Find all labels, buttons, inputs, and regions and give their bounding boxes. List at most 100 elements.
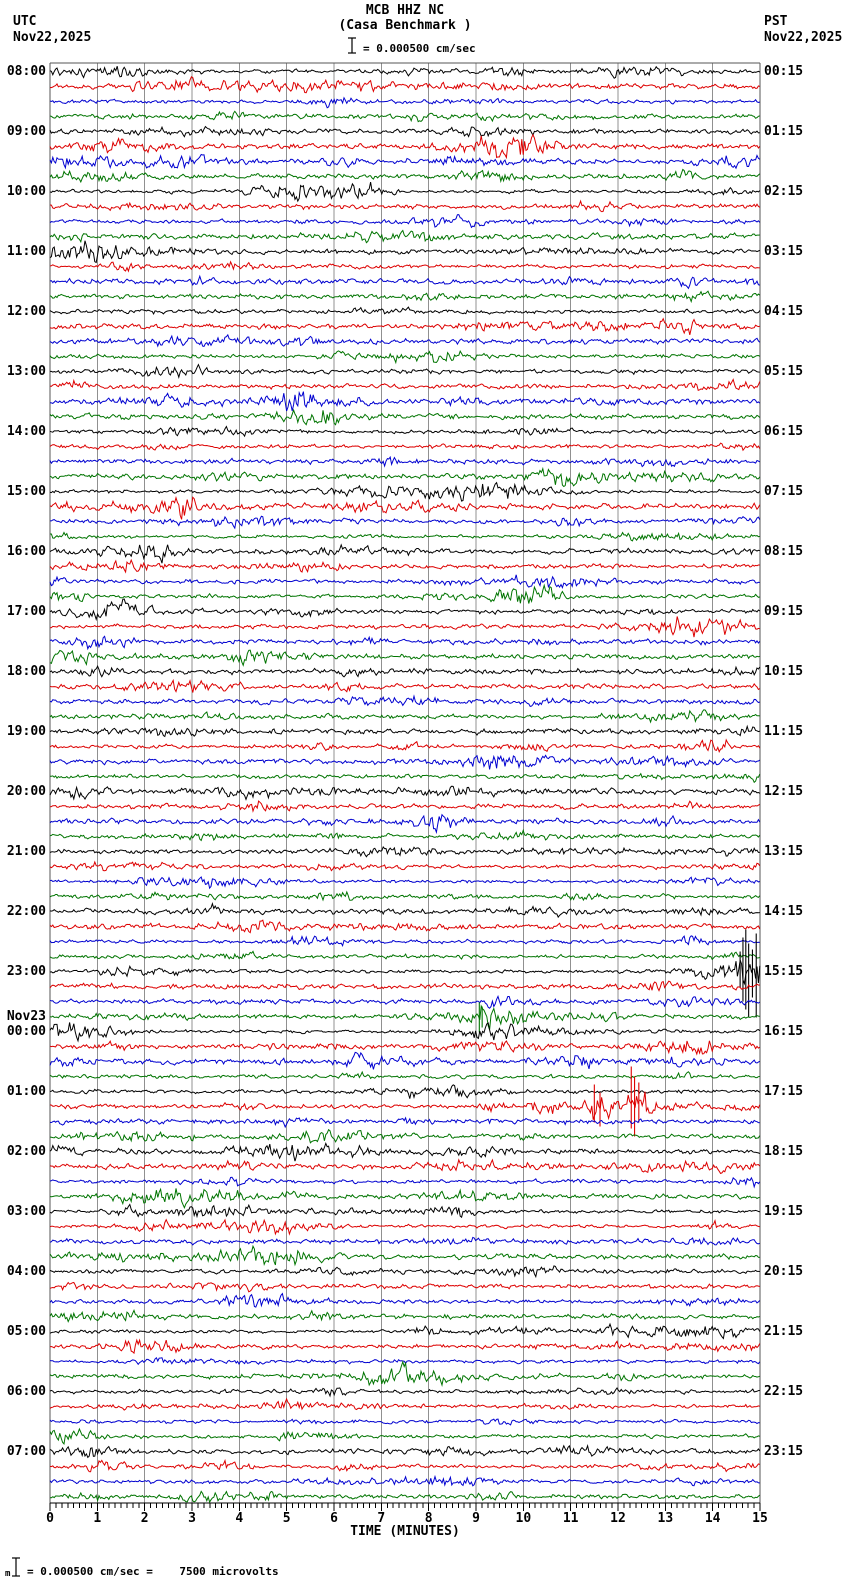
- row-label-utc: 13:00: [6, 363, 46, 379]
- trace-row: [49, 466, 761, 488]
- row-label-utc: 00:00: [6, 1023, 46, 1039]
- x-axis-tick-label: 11: [563, 1511, 579, 1526]
- trace-row: [49, 1444, 761, 1459]
- row-date-label: Nov23: [6, 1008, 46, 1024]
- trace-row: [49, 860, 761, 872]
- trace-row: [49, 1265, 760, 1279]
- trace-row: [49, 543, 760, 564]
- row-label-utc: 14:00: [6, 423, 46, 439]
- trace-row: [49, 828, 761, 842]
- x-axis-tick-label: 1: [93, 1511, 101, 1526]
- trace-row: [49, 1281, 760, 1293]
- row-label-utc: 11:00: [6, 243, 46, 259]
- header-scale-text: = 0.000500 cm/sec: [363, 42, 476, 55]
- row-label-pst: 13:15: [764, 843, 804, 859]
- timezone-right-label: PST: [764, 14, 788, 29]
- row-label-pst: 10:15: [764, 663, 804, 679]
- row-label-utc: 02:00: [6, 1143, 46, 1159]
- trace-row: [49, 709, 760, 724]
- trace-row: [49, 1458, 760, 1473]
- row-label-utc: 17:00: [6, 603, 46, 619]
- trace-row: [49, 800, 761, 813]
- date-left-label: Nov22,2025: [13, 30, 92, 45]
- trace-row: [49, 378, 761, 391]
- trace-row: [49, 724, 760, 738]
- trace-row: [49, 425, 760, 438]
- row-label-pst: 19:15: [764, 1203, 804, 1219]
- row-label-pst: 02:15: [764, 183, 804, 199]
- trace-row: [49, 1244, 760, 1267]
- trace-row: [49, 1187, 760, 1210]
- x-axis-label: TIME (MINUTES): [350, 1524, 460, 1539]
- station-subtitle: (Casa Benchmark ): [338, 18, 472, 33]
- trace-row: [49, 153, 761, 170]
- row-label-utc: 06:00: [6, 1383, 46, 1399]
- trace-row: [49, 306, 761, 315]
- trace-row: [49, 1022, 761, 1043]
- trace-row: [49, 455, 761, 468]
- trace-row: [49, 350, 761, 365]
- trace-row: [49, 950, 760, 961]
- trace-row: [49, 1474, 760, 1487]
- trace-row: [49, 785, 761, 801]
- trace-row: [49, 260, 760, 273]
- trace-row: [49, 1142, 761, 1162]
- trace-row: [49, 65, 761, 79]
- trace-row: [49, 1360, 760, 1387]
- row-label-utc: 05:00: [6, 1323, 46, 1339]
- trace-row: [49, 1356, 761, 1366]
- x-axis-tick-label: 4: [235, 1511, 243, 1526]
- trace-row: [49, 1418, 760, 1426]
- trace-row: [49, 133, 761, 160]
- station-title: MCB HHZ NC: [365, 3, 445, 18]
- row-label-utc: 16:00: [6, 543, 46, 559]
- x-axis-tick-label: 9: [472, 1511, 480, 1526]
- trace-row: [49, 214, 761, 229]
- trace-row: [49, 598, 761, 622]
- trace-row: [49, 738, 761, 753]
- row-label-utc: 21:00: [6, 843, 46, 859]
- trace-row: [49, 1051, 761, 1070]
- trace-row: [49, 317, 760, 336]
- x-axis-tick-label: 10: [516, 1511, 532, 1526]
- trace-row: [49, 1218, 760, 1236]
- timezone-left-label: UTC: [13, 14, 37, 29]
- x-axis-tick-label: 6: [330, 1511, 338, 1526]
- row-label-utc: 23:00: [6, 963, 46, 979]
- row-label-utc: 18:00: [6, 663, 46, 679]
- trace-row: [49, 980, 760, 992]
- trace-row: [49, 1084, 761, 1099]
- x-axis-tick-label: 13: [658, 1511, 674, 1526]
- trace-row: [49, 694, 760, 707]
- trace-row: [49, 290, 761, 304]
- trace-row: [49, 76, 760, 94]
- trace-row: [49, 558, 760, 574]
- row-label-pst: 11:15: [764, 723, 804, 739]
- trace-row: [49, 110, 760, 123]
- date-right-label: Nov22,2025: [764, 30, 843, 45]
- trace-row: [49, 240, 761, 264]
- trace-row: [49, 1292, 761, 1308]
- trace-row: [49, 1176, 761, 1189]
- trace-row: [49, 635, 761, 651]
- row-label-utc: 20:00: [6, 783, 46, 799]
- trace-row: [49, 960, 761, 986]
- trace-row: [49, 846, 760, 858]
- trace-row: [49, 890, 761, 902]
- trace-row: [49, 1387, 760, 1398]
- footer-scale-text: = 0.000500 cm/sec = 7500 microvolts: [27, 1565, 279, 1578]
- x-axis-tick-label: 5: [283, 1511, 291, 1526]
- trace-row: [49, 1128, 761, 1144]
- row-label-pst: 21:15: [764, 1323, 804, 1339]
- trace-row: [49, 125, 760, 138]
- row-label-pst: 14:15: [764, 903, 804, 919]
- row-label-pst: 03:15: [764, 243, 804, 259]
- trace-row: [49, 181, 761, 203]
- trace-row: [49, 481, 761, 502]
- row-label-pst: 00:15: [764, 63, 804, 79]
- row-label-utc: 01:00: [6, 1083, 46, 1099]
- trace-row: [50, 772, 761, 784]
- trace-row: [49, 1203, 760, 1219]
- row-label-pst: 15:15: [764, 963, 804, 979]
